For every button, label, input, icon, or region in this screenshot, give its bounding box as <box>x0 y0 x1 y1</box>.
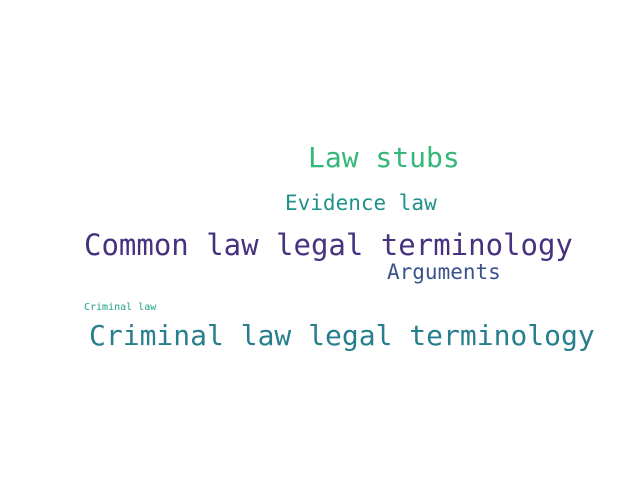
word-arguments: Arguments <box>387 260 501 284</box>
word-evidence-law: Evidence law <box>285 191 437 215</box>
word-criminal-law: Criminal law <box>84 302 157 313</box>
word-common-law-legal-terminology: Common law legal terminology <box>84 228 573 262</box>
word-law-stubs: Law stubs <box>308 141 460 174</box>
word-criminal-law-legal-terminology: Criminal law legal terminology <box>89 319 595 352</box>
